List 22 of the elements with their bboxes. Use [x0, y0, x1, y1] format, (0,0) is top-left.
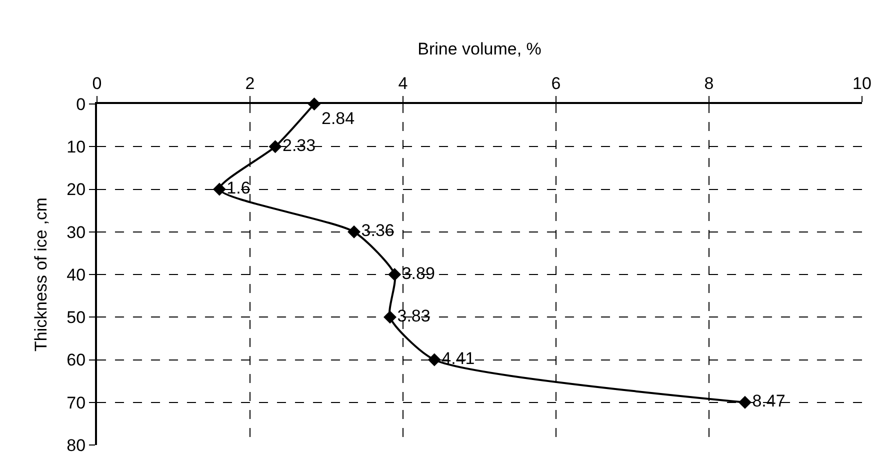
y-tick-label: 20 — [66, 180, 86, 200]
x-axis-title: Brine volume, % — [418, 39, 542, 58]
y-tick-label: 70 — [66, 393, 86, 412]
x-tick-label: 8 — [704, 74, 714, 94]
data-label: 2.33 — [282, 136, 316, 155]
data-label: 2.84 — [322, 109, 355, 128]
data-label: 3.36 — [361, 221, 394, 240]
y-tick-label: 60 — [66, 350, 86, 370]
x-tick-label: 4 — [398, 74, 408, 94]
data-label: 3.89 — [402, 264, 435, 283]
y-tick-label: 10 — [66, 138, 86, 157]
data-label: 8.47 — [752, 392, 786, 411]
y-tick-label: 50 — [66, 308, 86, 328]
x-tick-label: 6 — [551, 74, 561, 94]
y-tick-label: 40 — [66, 265, 86, 284]
y-axis-title: Thickness of ice ,cm — [32, 198, 51, 352]
y-tick-label: 80 — [66, 436, 86, 455]
x-tick-label: 10 — [852, 74, 872, 94]
x-tick-label: 2 — [245, 74, 255, 94]
y-tick-label: 0 — [76, 94, 86, 114]
y-tick-label: 30 — [66, 222, 86, 242]
x-tick-label: 0 — [92, 74, 102, 94]
